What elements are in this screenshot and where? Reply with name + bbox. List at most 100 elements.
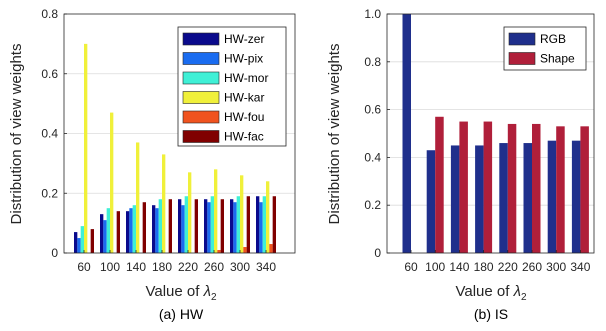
bar-hw-fou-260	[217, 250, 221, 253]
legend-swatch-hw-mor	[182, 71, 220, 85]
x-tick-label: 100	[425, 260, 445, 274]
bar-hw-mor-140	[132, 205, 136, 253]
bar-hw-fac-60	[90, 229, 94, 253]
bar-rgb-340	[571, 140, 581, 253]
x-tick-label: 260	[204, 260, 224, 274]
bar-hw-fac-140	[142, 202, 146, 253]
x-tick-label: 220	[178, 260, 198, 274]
y-axis-label-hw: Distribution of view weights	[8, 44, 25, 225]
legend-swatch-rgb	[508, 32, 536, 46]
bar-hw-mor-100	[106, 208, 110, 253]
x-axis-label-hw: Value of λ2	[145, 283, 217, 303]
bar-rgb-180	[475, 145, 484, 253]
x-ticks-hw: 60 100 140 180 220 260 300 340	[77, 250, 276, 274]
x-tick-label: 180	[474, 260, 494, 274]
bar-shape-340	[580, 126, 589, 253]
y-tick-label: 0.8	[364, 55, 381, 69]
bar-rgb-100	[426, 150, 436, 253]
bar-hw-fou-340	[269, 244, 273, 253]
y-tick-label: 1.0	[364, 7, 381, 21]
bar-hw-kar-260	[214, 169, 218, 253]
legend-is: RGB Shape	[503, 26, 587, 71]
legend-label-hw-kar: HW-kar	[224, 91, 264, 105]
x-tick-label: 340	[570, 260, 590, 274]
bar-hw-zer-260	[204, 199, 208, 253]
bar-hw-mor-260	[210, 196, 214, 253]
bar-hw-pix-140	[129, 208, 133, 253]
bar-hw-pix-300	[233, 202, 237, 253]
y-tick-label: 0.4	[364, 150, 381, 164]
bar-rgb-260	[523, 143, 532, 253]
bar-hw-pix-100	[103, 220, 107, 253]
bar-hw-fac-180	[168, 199, 172, 253]
bar-hw-fac-340	[272, 196, 276, 253]
y-tick-label: 0	[374, 246, 381, 260]
x-tick-label: 140	[126, 260, 146, 274]
x-tick-label: 220	[498, 260, 518, 274]
y-ticks-hw: 0 0.2 0.4 0.6 0.8	[41, 7, 67, 260]
bar-hw-kar-180	[162, 154, 166, 253]
legend-swatch-hw-zer	[182, 32, 220, 46]
legend-label-shape: Shape	[540, 52, 575, 66]
caption-hw: (a) HW	[159, 306, 204, 322]
bar-hw-mor-60	[80, 226, 84, 253]
bar-hw-mor-300	[236, 196, 240, 253]
legend-label-hw-zer: HW-zer	[224, 32, 264, 46]
bar-hw-kar-300	[240, 175, 244, 253]
bar-hw-kar-340	[266, 181, 270, 253]
bar-hw-mor-220	[184, 196, 188, 253]
bars-hw	[74, 43, 276, 254]
legend-hw: HW-zer HW-pix HW-mor HW-kar HW-fou HW-fac	[177, 26, 287, 147]
bar-rgb-220	[499, 143, 508, 253]
bar-hw-zer-100	[100, 214, 104, 253]
bar-shape-300	[556, 126, 565, 253]
x-tick-label: 100	[100, 260, 120, 274]
bars-is	[402, 14, 589, 254]
bar-hw-fac-300	[246, 196, 250, 253]
bar-hw-fac-260	[220, 199, 224, 253]
bar-rgb-140	[450, 145, 460, 253]
bar-hw-kar-220	[188, 172, 192, 253]
y-tick-label: 0	[51, 246, 58, 260]
legend-swatch-hw-fou	[182, 110, 220, 124]
legend-swatch-hw-fac	[182, 130, 220, 143]
bar-shape-220	[507, 123, 517, 253]
y-tick-label: 0.6	[41, 67, 58, 81]
bar-hw-zer-340	[256, 196, 260, 253]
bar-shape-100	[435, 116, 444, 254]
legend-swatch-hw-kar	[182, 91, 220, 104]
x-tick-label: 260	[522, 260, 542, 274]
bar-hw-fou-300	[243, 247, 247, 253]
bar-hw-fac-220	[194, 199, 198, 253]
x-tick-label: 180	[152, 260, 172, 274]
legend-box-hw	[177, 26, 287, 147]
y-tick-label: 0.2	[41, 186, 58, 200]
bar-hw-pix-260	[207, 202, 211, 253]
legend-label-hw-mor: HW-mor	[224, 71, 268, 85]
y-tick-label: 0.4	[41, 127, 58, 141]
bar-hw-pix-340	[259, 202, 263, 253]
bar-hw-pix-60	[77, 238, 81, 253]
caption-is: (b) IS	[474, 306, 508, 322]
bar-hw-mor-180	[158, 199, 162, 253]
x-tick-label: 60	[77, 260, 91, 274]
bar-shape-140	[459, 121, 468, 253]
bar-hw-zer-140	[126, 211, 130, 253]
y-axis-label-is: Distribution of view weights	[326, 44, 343, 225]
axes-box-is	[386, 13, 595, 254]
x-ticks-is: 60 100 140 180 220 260 300 340	[404, 250, 591, 274]
panel-hw: 0 0.2 0.4 0.6 0.8 60 100 140 180 220 260 300 340 Di…	[8, 7, 296, 322]
legend-swatch-hw-pix	[182, 52, 220, 65]
bar-hw-pix-220	[181, 205, 185, 253]
bar-rgb-300	[547, 140, 557, 253]
legend-label-rgb: RGB	[540, 32, 566, 46]
bar-shape-180	[483, 121, 493, 253]
bar-hw-mor-340	[262, 196, 266, 253]
bar-hw-zer-300	[230, 199, 234, 253]
x-axis-label-is: Value of λ2	[455, 283, 527, 303]
bar-hw-kar-140	[136, 142, 140, 253]
panel-is: 0 0.2 0.4 0.6 0.8 1.0 60 100 140 180 220 260 300 340…	[326, 7, 595, 322]
bar-hw-pix-180	[155, 208, 159, 253]
x-tick-label: 300	[230, 260, 250, 274]
